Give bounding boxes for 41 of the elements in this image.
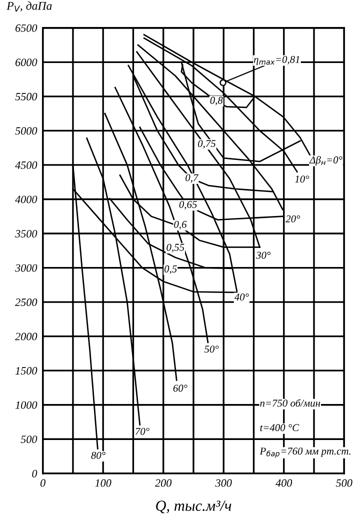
annotation: Δβ$_{н}$=0°	[309, 156, 342, 166]
annotation: 0,75	[198, 140, 216, 149]
y-tick-label: 3500	[15, 230, 38, 238]
annotation: 20°	[286, 215, 300, 222]
y-tick-label: 5000	[15, 127, 38, 135]
annotation: n=750 об/мин	[260, 399, 320, 407]
annotation: 0,55	[166, 244, 184, 252]
annotation: 0,8	[210, 96, 223, 106]
annotation: 60°	[173, 384, 188, 392]
annotation: P$_{бар}$=760 мм рт.ст.	[260, 448, 350, 458]
annotation: 0,5	[164, 265, 177, 274]
annotation: 10°	[295, 176, 310, 183]
x-tick-label: 0	[40, 479, 46, 487]
y-tick-label: 5500	[15, 92, 38, 100]
annotation: 0,6	[174, 220, 187, 230]
y-tick-label: 1500	[15, 367, 38, 375]
x-tick-label: 500	[336, 479, 352, 487]
annotation: 70°	[136, 428, 150, 435]
x-tick-label: 200	[155, 479, 172, 487]
annotation: 50°	[204, 346, 219, 353]
annotation: 0,7	[186, 174, 199, 183]
annotation: 40°	[234, 294, 249, 301]
y-tick-label: 2500	[15, 298, 38, 306]
y-tick-label: 0	[32, 470, 38, 478]
x-tick-label: 300	[215, 479, 232, 487]
y-tick-label: 500	[20, 436, 38, 444]
y-tick-label: 6500	[16, 24, 38, 32]
y-tick-label: 6000	[16, 58, 38, 66]
y-tick-label: 4500	[15, 161, 38, 169]
annotation: η$_{max}$=0,81	[254, 56, 300, 66]
y-tick-label: 3000	[15, 264, 38, 272]
annotation: t=400 °С	[260, 424, 300, 432]
y-tick-label: 2000	[15, 332, 38, 340]
x-axis-title: Q, тыс.м³/ч	[156, 500, 232, 514]
y-tick-label: 4000	[15, 196, 38, 204]
annotation: 80°	[91, 452, 106, 459]
y-tick-label: 1000	[15, 401, 38, 409]
x-tick-label: 400	[276, 479, 292, 487]
x-tick-label: 100	[95, 479, 112, 487]
annotation: 30°	[256, 252, 270, 259]
y-axis-title: P$_{V}$, даПа	[6, 2, 52, 12]
